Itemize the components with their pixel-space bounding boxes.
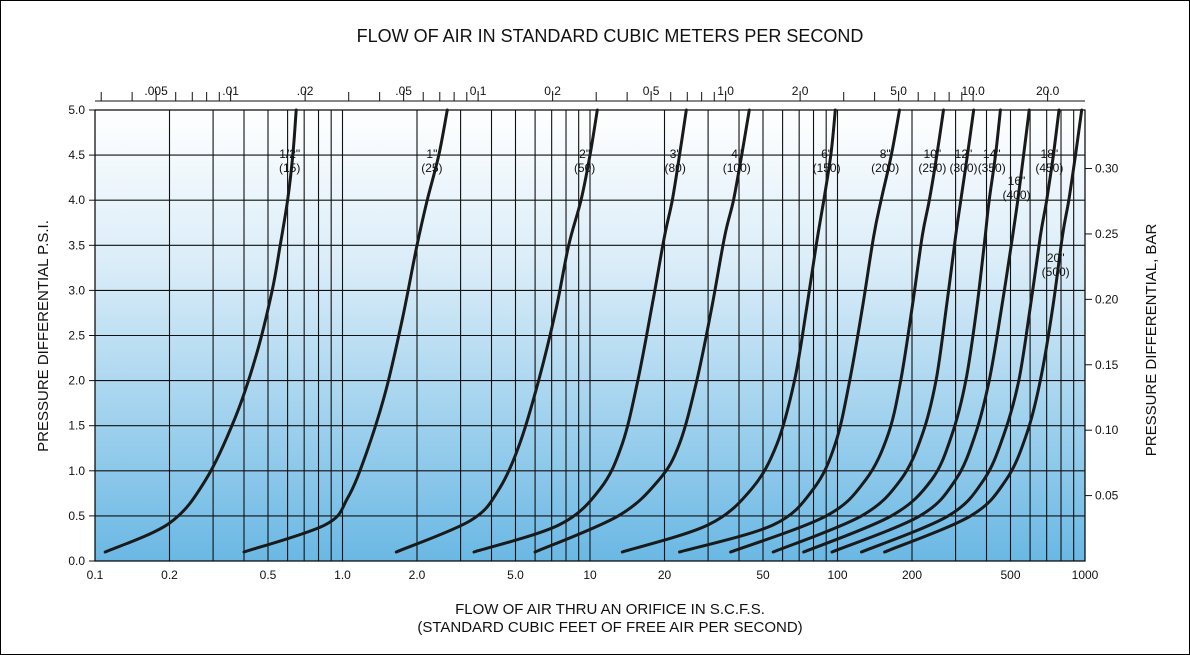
series-metric-label: (400) (1002, 188, 1030, 202)
right-tick-label: 0.30 (1095, 162, 1119, 176)
series-size-label: 6" (821, 147, 832, 161)
x-tick-label: 500 (1000, 568, 1020, 582)
x-axis-label-line2: (STANDARD CUBIC FEET OF FREE AIR PER SEC… (417, 619, 802, 636)
curve-series-3 (394, 108, 599, 554)
x-tick-label: 0.2 (161, 568, 178, 582)
series-size-label: 3" (670, 147, 681, 161)
curve-series-12 (860, 108, 1061, 554)
x-tick-label: 2.0 (409, 568, 426, 582)
top-tick-label: 10.0 (961, 84, 985, 98)
series-size-label: 10" (924, 147, 942, 161)
x-tick-label: 20 (658, 568, 672, 582)
curve-series-11 (830, 108, 1031, 554)
y-axis-label-right: PRESSURE DIFFERENTIAL, BAR (1143, 224, 1160, 457)
curve-series-5 (533, 108, 751, 554)
axes: 0.1 0.2 0.5 1.0 2.0 5.0 10 20 50 100 200 500 1000 0.0… (68, 84, 1118, 582)
y-axis-label: PRESSURE DIFFERENTIAL P.S.I. (35, 220, 52, 452)
series-metric-label: (50) (574, 161, 595, 175)
series-size-label: 1/2" (279, 147, 300, 161)
y-tick-label: 4.5 (68, 148, 85, 162)
series-size-label: 2" (579, 147, 590, 161)
y-tick-label: 0.0 (68, 554, 85, 568)
series-size-label: 20" (1047, 251, 1065, 265)
y-tick-label: 4.0 (68, 193, 85, 207)
right-tick-label: 0.15 (1095, 358, 1119, 372)
series-metric-label: (100) (723, 161, 751, 175)
top-tick-label: 0.1 (470, 84, 487, 98)
y-tick-label: 2.0 (68, 374, 85, 388)
y-tick-label: 2.5 (68, 329, 85, 343)
series-metric-label: (200) (871, 161, 899, 175)
right-tick-label: 0.10 (1095, 423, 1119, 437)
series-metric-label: (350) (978, 161, 1006, 175)
top-tick-label: .005 (144, 84, 168, 98)
curve-series-1 (103, 108, 298, 554)
top-tick-label: .02 (297, 84, 314, 98)
series-size-label: 18" (1041, 147, 1059, 161)
top-tick-label: 0.2 (544, 84, 561, 98)
series-size-label: 8" (880, 147, 891, 161)
curve-series-2 (242, 108, 449, 554)
right-tick-label: 0.20 (1095, 292, 1119, 306)
series-size-label: 12" (955, 147, 973, 161)
series-metric-label: (500) (1042, 265, 1070, 279)
right-tick-label: 0.25 (1095, 227, 1119, 241)
series-metric-label: (250) (918, 161, 946, 175)
series-metric-label: (150) (813, 161, 841, 175)
top-tick-label: 5.0 (890, 84, 907, 98)
x-tick-label: 1.0 (334, 568, 351, 582)
y-tick-label: 5.0 (68, 103, 85, 117)
top-tick-label: 2.0 (792, 84, 809, 98)
curve-series-9 (771, 108, 976, 554)
x-axis-label-line1: FLOW OF AIR THRU AN ORIFICE IN S.C.F.S. (455, 601, 765, 618)
y-tick-label: 0.5 (68, 509, 85, 523)
series-size-label: 4" (731, 147, 742, 161)
series-metric-label: (15) (279, 161, 300, 175)
x-tick-label: 10 (583, 568, 597, 582)
series-size-label: 1" (426, 147, 437, 161)
chart-title: FLOW OF AIR IN STANDARD CUBIC METERS PER… (357, 26, 864, 46)
x-tick-label: 0.5 (260, 568, 277, 582)
right-tick-label: 0.05 (1095, 489, 1119, 503)
y-tick-label: 1.0 (68, 464, 85, 478)
series-metric-label: (450) (1035, 161, 1063, 175)
orifice-curves (103, 108, 1084, 554)
series-size-label: 16" (1008, 174, 1026, 188)
x-tick-label: 200 (902, 568, 922, 582)
series-size-label: 14" (983, 147, 1001, 161)
curve-series-7 (678, 108, 901, 554)
y-tick-label: 3.0 (68, 283, 85, 297)
top-tick-label: 0.5 (643, 84, 660, 98)
curve-series-8 (729, 108, 945, 554)
curve-series-13 (883, 108, 1084, 554)
x-tick-label: 0.1 (87, 568, 104, 582)
x-tick-label: 100 (827, 568, 847, 582)
x-tick-label: 50 (756, 568, 770, 582)
y-tick-label: 1.5 (68, 419, 85, 433)
top-tick-label: 1.0 (717, 84, 734, 98)
curve-series-6 (620, 108, 837, 554)
orifice-size-labels: 1/2"(15) 1"(25) 2"(50) 3"(80) 4"(100) 6"(150)… (279, 147, 1070, 279)
top-tick-label: .01 (222, 84, 239, 98)
x-tick-label: 1000 (1072, 568, 1099, 582)
curve-series-10 (802, 108, 1002, 554)
series-metric-label: (25) (421, 161, 442, 175)
series-metric-label: (300) (949, 161, 977, 175)
top-tick-label: 20.0 (1036, 84, 1060, 98)
y-tick-label: 3.5 (68, 238, 85, 252)
curve-series-4 (472, 108, 688, 554)
series-metric-label: (80) (665, 161, 686, 175)
x-tick-label: 5.0 (507, 568, 524, 582)
top-tick-label: .05 (395, 84, 412, 98)
